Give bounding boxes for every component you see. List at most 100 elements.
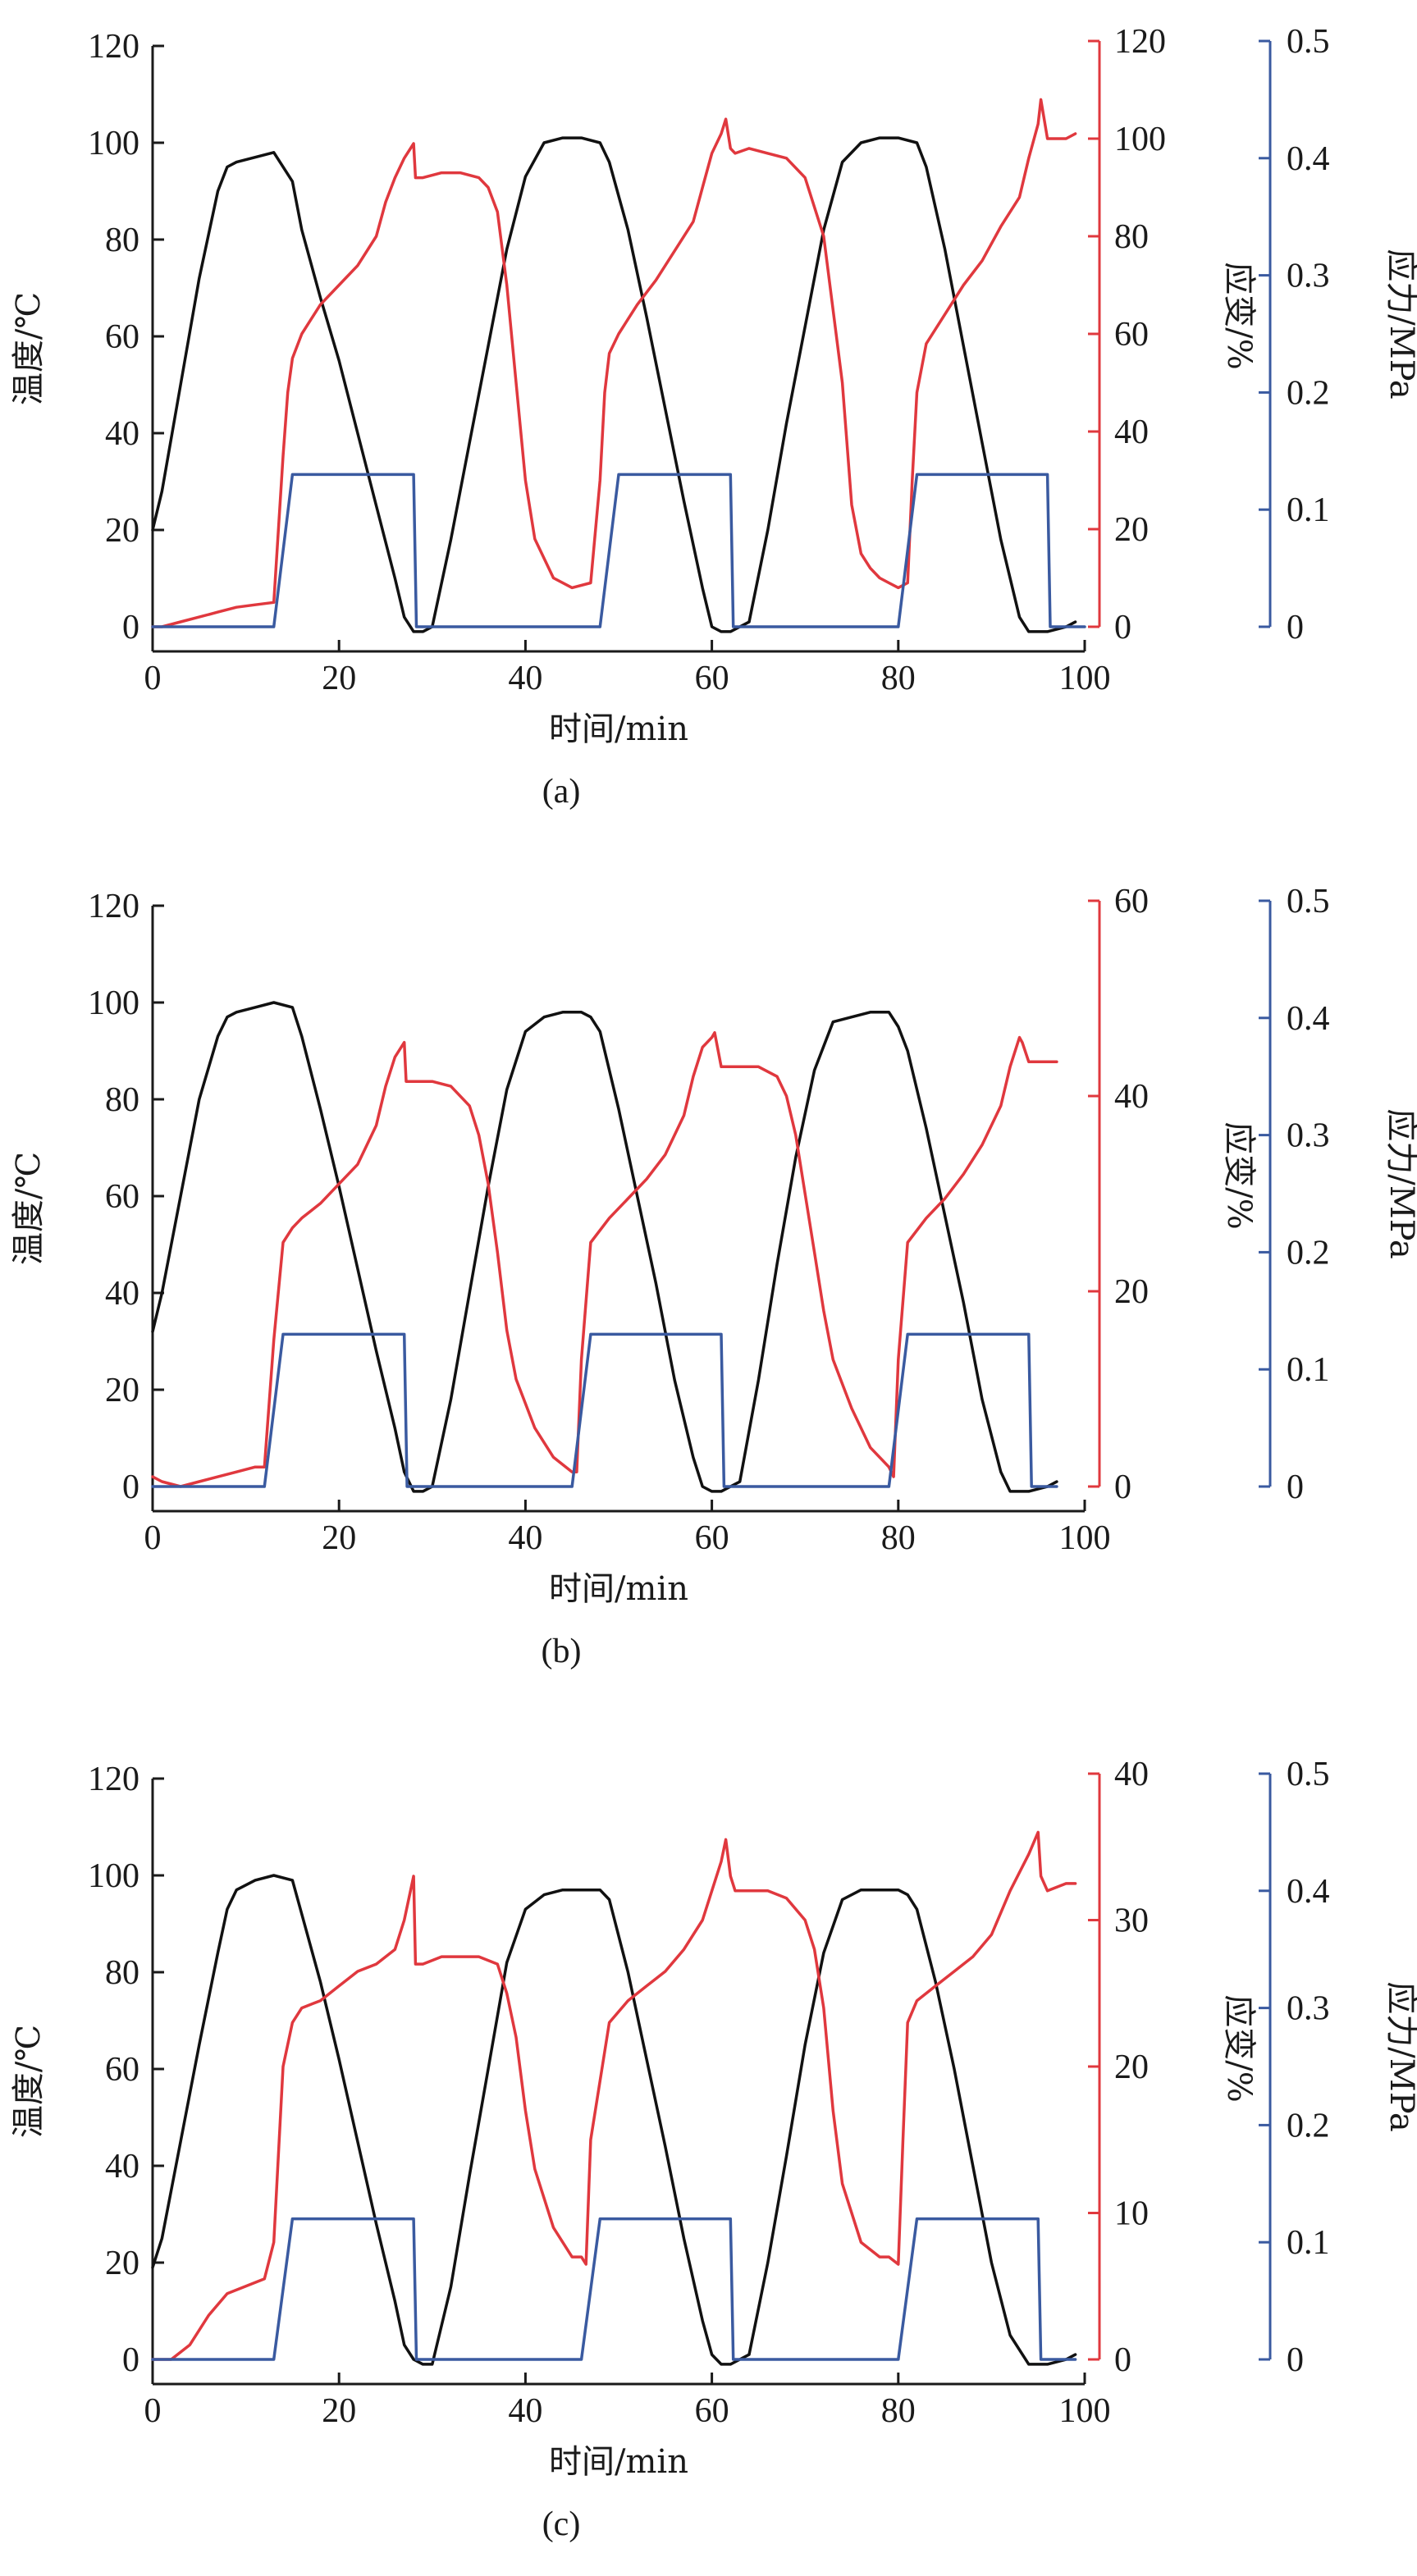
panel-label: (b) bbox=[542, 1633, 582, 1670]
strain-tick-label: 0 bbox=[1114, 1468, 1131, 1506]
time-tick-label: 80 bbox=[881, 2392, 916, 2430]
temperature-axis-title: 温度/℃ bbox=[10, 292, 48, 405]
stress-tick-label: 0.1 bbox=[1287, 1351, 1330, 1389]
strain-tick-label: 40 bbox=[1114, 1756, 1149, 1793]
time-tick-label: 0 bbox=[144, 1519, 162, 1557]
time-tick-label: 0 bbox=[144, 2392, 162, 2430]
stress-tick-label: 0 bbox=[1287, 1468, 1304, 1506]
temperature-tick-label: 100 bbox=[88, 984, 139, 1022]
stress-tick-label: 0.1 bbox=[1287, 491, 1330, 529]
time-tick-label: 60 bbox=[695, 1519, 729, 1557]
strain-tick-label: 100 bbox=[1114, 121, 1166, 158]
stress-tick-label: 0.2 bbox=[1287, 374, 1330, 412]
stress-tick-label: 0.5 bbox=[1287, 1756, 1330, 1793]
temperature-series-line bbox=[151, 1001, 1058, 1493]
time-tick-label: 20 bbox=[322, 1519, 356, 1557]
time-tick-label: 40 bbox=[508, 660, 542, 697]
stress-tick-label: 0.2 bbox=[1287, 2107, 1330, 2144]
strain-axis-title: 应变/% bbox=[1220, 1994, 1258, 2102]
temperature-tick-label: 100 bbox=[88, 1857, 139, 1895]
temperature-series-line bbox=[151, 1874, 1077, 2366]
temperature-axis-title: 温度/℃ bbox=[10, 1152, 48, 1265]
temperature-tick-label: 60 bbox=[105, 318, 139, 356]
temperature-tick-label: 40 bbox=[105, 1275, 139, 1313]
temperature-tick-label: 80 bbox=[105, 1081, 139, 1119]
strain-tick-label: 20 bbox=[1114, 2048, 1149, 2086]
strain-tick-label: 10 bbox=[1114, 2195, 1149, 2233]
strain-series-line bbox=[151, 98, 1077, 628]
temperature-tick-label: 120 bbox=[88, 888, 139, 925]
time-tick-label: 0 bbox=[144, 660, 162, 697]
temperature-tick-label: 40 bbox=[105, 2148, 139, 2185]
temperature-tick-label: 60 bbox=[105, 2051, 139, 2089]
temperature-tick-label: 60 bbox=[105, 1178, 139, 1216]
strain-series-line bbox=[151, 1030, 1058, 1488]
strain-series-line bbox=[151, 1830, 1077, 2361]
temperature-tick-label: 0 bbox=[122, 2341, 139, 2379]
strain-axis-title: 应变/% bbox=[1220, 1121, 1258, 1229]
stress-tick-label: 0.1 bbox=[1287, 2224, 1330, 2262]
stress-axis-title: 应力/MPa bbox=[1383, 249, 1417, 399]
time-tick-label: 20 bbox=[322, 660, 356, 697]
time-tick-label: 60 bbox=[695, 2392, 729, 2430]
time-axis-title: 时间/min bbox=[549, 1570, 688, 1608]
temperature-tick-label: 0 bbox=[122, 1468, 139, 1506]
strain-tick-label: 20 bbox=[1114, 1273, 1149, 1311]
stress-tick-label: 0.3 bbox=[1287, 1117, 1330, 1155]
temperature-series-line bbox=[151, 136, 1077, 633]
temperature-tick-label: 40 bbox=[105, 415, 139, 453]
stress-tick-label: 0 bbox=[1287, 2341, 1304, 2379]
time-tick-label: 80 bbox=[881, 660, 916, 697]
strain-tick-label: 60 bbox=[1114, 316, 1149, 354]
stress-tick-label: 0.5 bbox=[1287, 883, 1330, 920]
stress-axis-title: 应力/MPa bbox=[1383, 1981, 1417, 2131]
strain-tick-label: 40 bbox=[1114, 413, 1149, 451]
time-tick-label: 20 bbox=[322, 2392, 356, 2430]
stress-series-line bbox=[151, 1332, 1058, 1488]
temperature-tick-label: 20 bbox=[105, 2245, 139, 2282]
stress-tick-label: 0.4 bbox=[1287, 1873, 1330, 1911]
time-tick-label: 40 bbox=[508, 1519, 542, 1557]
temperature-tick-label: 120 bbox=[88, 28, 139, 66]
time-tick-label: 100 bbox=[1059, 1519, 1111, 1557]
temperature-tick-label: 80 bbox=[105, 1954, 139, 1992]
time-tick-label: 80 bbox=[881, 1519, 916, 1557]
stress-tick-label: 0.4 bbox=[1287, 1000, 1330, 1038]
time-tick-label: 40 bbox=[508, 2392, 542, 2430]
temperature-tick-label: 120 bbox=[88, 1761, 139, 1798]
time-tick-label: 60 bbox=[695, 660, 729, 697]
time-tick-label: 100 bbox=[1059, 660, 1111, 697]
strain-tick-label: 30 bbox=[1114, 1902, 1149, 1940]
time-axis-title: 时间/min bbox=[549, 2443, 688, 2481]
stress-axis-title: 应力/MPa bbox=[1383, 1108, 1417, 1258]
strain-axis-title: 应变/% bbox=[1220, 262, 1258, 369]
stress-series-line bbox=[151, 473, 1086, 628]
temperature-tick-label: 80 bbox=[105, 222, 139, 259]
stress-tick-label: 0.3 bbox=[1287, 258, 1330, 295]
strain-tick-label: 120 bbox=[1114, 23, 1166, 61]
strain-tick-label: 40 bbox=[1114, 1078, 1149, 1116]
stress-tick-label: 0.4 bbox=[1287, 140, 1330, 178]
time-axis-title: 时间/min bbox=[549, 710, 688, 748]
strain-tick-label: 80 bbox=[1114, 218, 1149, 256]
temperature-tick-label: 20 bbox=[105, 1372, 139, 1409]
temperature-axis-title: 温度/℃ bbox=[10, 2025, 48, 2138]
temperature-tick-label: 100 bbox=[88, 125, 139, 162]
time-tick-label: 100 bbox=[1059, 2392, 1111, 2430]
stress-tick-label: 0.5 bbox=[1287, 23, 1330, 61]
stress-tick-label: 0.3 bbox=[1287, 1990, 1330, 2028]
stress-tick-label: 0 bbox=[1287, 609, 1304, 646]
panel-label: (c) bbox=[542, 2505, 581, 2543]
stress-tick-label: 0.2 bbox=[1287, 1234, 1330, 1272]
strain-tick-label: 60 bbox=[1114, 883, 1149, 920]
strain-tick-label: 0 bbox=[1114, 609, 1131, 646]
temperature-tick-label: 20 bbox=[105, 512, 139, 550]
panel-label: (a) bbox=[542, 773, 581, 811]
temperature-tick-label: 0 bbox=[122, 609, 139, 646]
strain-tick-label: 20 bbox=[1114, 511, 1149, 549]
